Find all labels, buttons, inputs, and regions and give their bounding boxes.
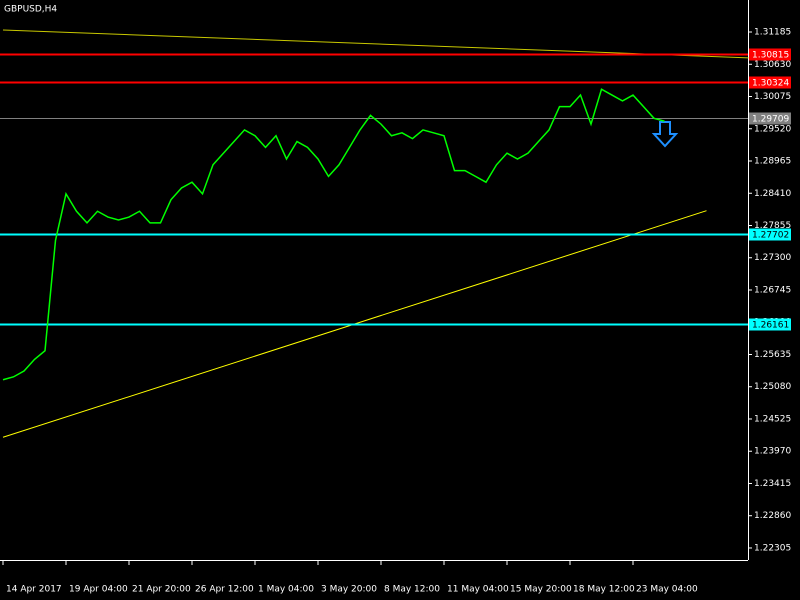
y-tick-label: 1.27300 — [754, 253, 791, 263]
x-tick-label: 19 Apr 04:00 — [69, 585, 128, 595]
level-label: 1.30815 — [752, 51, 789, 61]
x-tick-label: 8 May 12:00 — [384, 585, 440, 595]
y-tick-label: 1.25635 — [754, 350, 791, 360]
y-tick-label: 1.30075 — [754, 92, 791, 102]
y-tick-label: 1.28410 — [754, 189, 791, 199]
x-tick-label: 11 May 04:00 — [447, 585, 509, 595]
y-tick-label: 1.30630 — [754, 60, 791, 70]
y-tick-label: 1.25080 — [754, 382, 791, 392]
level-label-bg — [749, 48, 791, 61]
level-label: 1.30324 — [752, 79, 789, 89]
x-tick-label: 21 Apr 20:00 — [132, 585, 191, 595]
trend-line — [2, 29, 749, 59]
level-label-bg — [749, 318, 791, 331]
x-tick-label: 15 May 20:00 — [510, 585, 572, 595]
x-tick-label: 1 May 04:00 — [258, 585, 314, 595]
sell-arrow — [651, 121, 679, 148]
x-tick-label: 23 May 04:00 — [636, 585, 698, 595]
level-label: 1.29709 — [752, 115, 789, 125]
chart-title: GBPUSD,H4 — [4, 5, 57, 15]
y-tick-label: 1.26745 — [754, 285, 791, 295]
y-tick-label: 1.24525 — [754, 414, 791, 424]
y-tick-label: 1.22860 — [754, 511, 791, 521]
y-tick-label: 1.23415 — [754, 479, 791, 489]
level-label-bg — [749, 112, 791, 125]
y-tick-label: 1.29520 — [754, 124, 791, 134]
level-label-bg — [749, 76, 791, 89]
y-tick-label: 1.31185 — [754, 28, 791, 38]
x-tick-label: 14 Apr 2017 — [6, 585, 62, 595]
x-tick-label: 3 May 20:00 — [321, 585, 377, 595]
y-tick-label: 1.28965 — [754, 157, 791, 167]
y-tick-label: 1.22305 — [754, 543, 791, 553]
level-label-bg — [749, 228, 791, 241]
price-line — [2, 88, 665, 381]
x-tick-label: 18 May 12:00 — [573, 585, 635, 595]
level-label: 1.27702 — [752, 231, 789, 241]
y-tick-label: 1.27855 — [754, 221, 791, 231]
x-tick-label: 26 Apr 12:00 — [195, 585, 254, 595]
y-tick-label: 1.23970 — [754, 447, 791, 457]
level-label: 1.26161 — [752, 321, 789, 331]
x-axis-strip — [0, 561, 748, 580]
